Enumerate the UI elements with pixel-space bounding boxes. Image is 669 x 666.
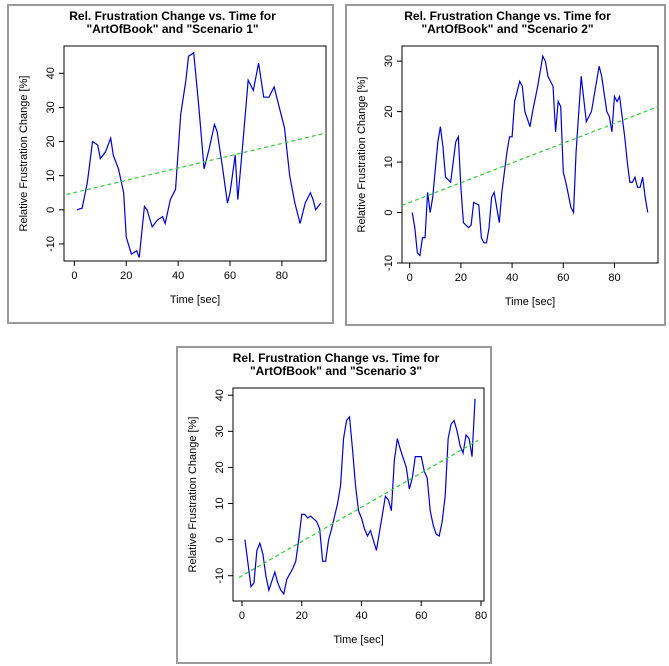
y-tick-label: 20 (383, 105, 395, 117)
chart-title: Rel. Frustration Change vs. Time for (233, 351, 440, 365)
y-axis-label: Relative Frustration Change [%] (356, 77, 368, 233)
data-line (244, 398, 476, 596)
x-axis-label: Time [sec] (333, 634, 383, 646)
x-tick-label: 80 (608, 272, 620, 284)
chart-title: "ArtOfBook" and "Scenario 3" (250, 364, 422, 378)
trend-line (238, 439, 479, 579)
x-tick-label: 60 (224, 270, 236, 282)
plot-frame (63, 45, 327, 262)
x-tick-label: 40 (172, 270, 184, 282)
x-tick-label: 0 (71, 270, 77, 282)
y-tick-label: 30 (383, 55, 395, 67)
x-tick-label: 0 (407, 272, 413, 284)
plot-frame (401, 45, 659, 264)
y-tick-label: 0 (45, 207, 57, 213)
panel: Rel. Frustration Change vs. Time for"Art… (345, 4, 666, 326)
y-tick-label: 30 (45, 101, 57, 113)
x-axis-label: Time [sec] (170, 294, 220, 306)
trend-line (66, 132, 327, 196)
y-tick-label: 30 (214, 425, 226, 437)
y-axis-label: Relative Frustration Change [%] (187, 417, 199, 573)
y-tick-label: 10 (214, 497, 226, 509)
y-tick-label: -10 (45, 236, 57, 252)
y-tick-label: 10 (383, 156, 395, 168)
y-tick-label: 20 (214, 461, 226, 473)
x-tick-label: 80 (475, 610, 487, 622)
y-tick-label: 20 (45, 135, 57, 147)
chart-title: Rel. Frustration Change vs. Time for (404, 9, 611, 23)
x-tick-label: 0 (239, 610, 245, 622)
y-tick-label: 0 (383, 209, 395, 215)
trend-line (401, 105, 659, 207)
x-tick-label: 20 (120, 270, 132, 282)
x-tick-label: 80 (276, 270, 288, 282)
chart-title: Rel. Frustration Change vs. Time for (69, 9, 276, 23)
y-tick-label: -10 (383, 255, 395, 271)
data-line (411, 54, 649, 257)
plot-frame (232, 387, 485, 602)
data-line (76, 51, 322, 258)
panel: Rel. Frustration Change vs. Time for"Art… (7, 4, 334, 324)
x-axis-label: Time [sec] (505, 296, 555, 308)
x-tick-label: 20 (296, 610, 308, 622)
y-tick-label: 10 (45, 170, 57, 182)
x-tick-label: 60 (415, 610, 427, 622)
chart-title: "ArtOfBook" and "Scenario 1" (86, 22, 258, 36)
x-tick-label: 40 (355, 610, 367, 622)
y-axis-label: Relative Frustration Change [%] (18, 76, 30, 232)
y-tick-label: 40 (45, 67, 57, 79)
y-tick-label: 0 (214, 537, 226, 543)
x-tick-label: 40 (506, 272, 518, 284)
x-tick-label: 20 (455, 272, 467, 284)
chart-title: "ArtOfBook" and "Scenario 2" (421, 22, 593, 36)
y-tick-label: -10 (214, 568, 226, 584)
panel: Rel. Frustration Change vs. Time for"Art… (176, 346, 492, 664)
x-tick-label: 60 (557, 272, 569, 284)
y-tick-label: 40 (214, 389, 226, 401)
